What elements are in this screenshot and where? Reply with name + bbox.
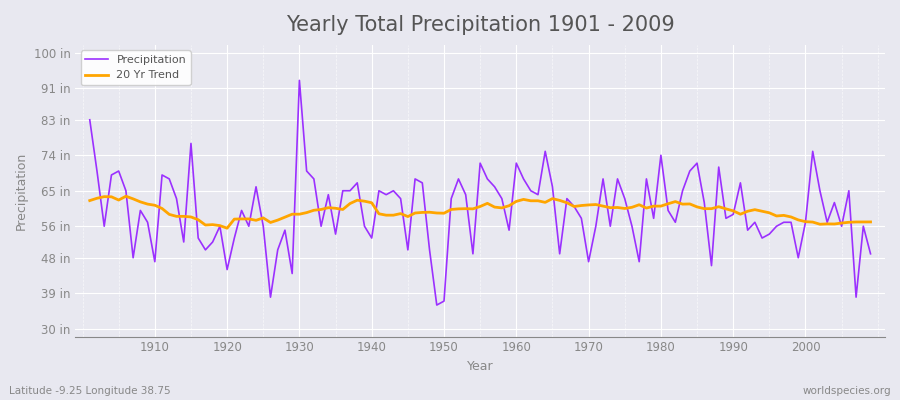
Precipitation [309,176,320,181]
Title: Yearly Total Precipitation 1901 - 2009: Yearly Total Precipitation 1901 - 2009 [286,15,674,35]
Y-axis label: Precipitation: Precipitation [15,152,28,230]
Precipitation [612,176,623,181]
Precipitation [526,188,536,193]
Legend: Precipitation, 20 Yr Trend: Precipitation, 20 Yr Trend [81,50,191,85]
Precipitation [294,78,305,83]
20 Yr Trend [359,199,370,204]
Precipitation [518,176,529,181]
Line: 20 Yr Trend: 20 Yr Trend [90,196,870,228]
Precipitation [352,180,363,185]
Text: worldspecies.org: worldspecies.org [803,386,891,396]
20 Yr Trend [316,207,327,212]
Precipitation [865,252,876,256]
Precipitation [142,220,153,225]
Precipitation [431,303,442,308]
20 Yr Trend [526,198,536,203]
Line: Precipitation: Precipitation [90,80,870,305]
20 Yr Trend [865,220,876,224]
20 Yr Trend [149,203,160,208]
20 Yr Trend [518,197,529,202]
20 Yr Trend [121,194,131,199]
20 Yr Trend [221,226,232,230]
X-axis label: Year: Year [467,360,493,373]
Precipitation [85,117,95,122]
Text: Latitude -9.25 Longitude 38.75: Latitude -9.25 Longitude 38.75 [9,386,171,396]
20 Yr Trend [85,198,95,203]
20 Yr Trend [612,205,623,210]
